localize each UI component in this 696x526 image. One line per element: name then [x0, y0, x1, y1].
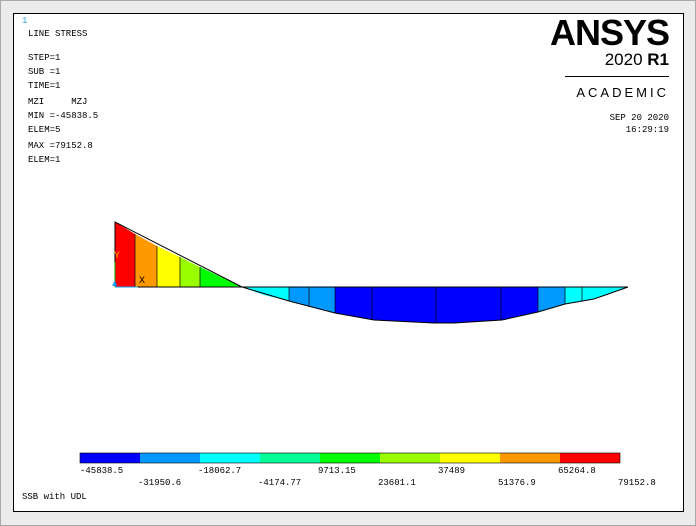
legend-label-top-5: 65264.8	[558, 466, 596, 476]
legend-label-bottom-3: 23601.1	[378, 478, 416, 488]
legend-label-top-1: -45838.5	[80, 466, 123, 476]
legend-label-bottom-2: -4174.77	[258, 478, 301, 488]
edition-label: ACADEMIC	[576, 85, 669, 100]
stress-band-orange	[135, 234, 157, 287]
time-label: TIME=1	[28, 81, 61, 91]
version-year: 2020	[604, 50, 643, 69]
min-label: MIN =-45838.5	[28, 111, 99, 121]
triad-y-label: Y	[114, 251, 120, 262]
step-label: STEP=1	[28, 53, 61, 63]
legend-band-7	[440, 453, 500, 463]
window-number: 1	[22, 16, 28, 26]
stress-diagram: Y X ▲ -45838.5 -18062.7 9713.15 37489 65…	[79, 221, 656, 488]
legend-label-top-4: 37489	[438, 466, 465, 476]
legend-band-4	[260, 453, 320, 463]
stress-band-blue	[335, 287, 538, 323]
min-elem-label: ELEM=5	[28, 125, 61, 135]
legend-band-8	[500, 453, 560, 463]
legend-band-5	[320, 453, 380, 463]
version-release: R1	[647, 50, 669, 69]
max-elem-label: ELEM=1	[28, 155, 61, 165]
ansys-logo: ANSYS	[549, 12, 670, 53]
model-title: SSB with UDL	[22, 492, 87, 502]
legend-border	[79, 452, 621, 464]
max-label: MAX =79152.8	[28, 141, 93, 151]
stress-band-lightblue-left	[289, 287, 335, 313]
legend-label-bottom-5: 79152.8	[618, 478, 656, 488]
stress-band-cyan-right	[565, 287, 628, 304]
substep-label: SUB =1	[28, 67, 61, 77]
plot-area[interactable]: 1 LINE STRESS STEP=1 SUB =1 TIME=1 MZI M…	[13, 12, 684, 512]
stress-band-yellowgreen	[180, 257, 200, 287]
legend-label-bottom-1: -31950.6	[138, 478, 181, 488]
stress-band-red	[115, 222, 135, 287]
date-label: SEP 20 2020	[609, 113, 669, 123]
legend-band-6	[380, 453, 440, 463]
timestamp: SEP 20 2020 16:29:19	[610, 112, 669, 136]
legend-band-9	[560, 453, 620, 463]
stress-band-yellow	[157, 246, 180, 287]
legend-band-2	[140, 453, 200, 463]
legend-band-3	[200, 453, 260, 463]
stress-outline-negative	[241, 286, 629, 324]
legend-label-top-3: 9713.15	[318, 466, 356, 476]
items-label: MZI MZJ	[28, 97, 88, 107]
time-label-clock: 16:29:19	[625, 125, 669, 135]
legend-label-top-2: -18062.7	[198, 466, 241, 476]
logo-divider	[565, 76, 669, 77]
legend-band-1	[80, 453, 140, 463]
plot-title: LINE STRESS	[28, 29, 88, 39]
triad-origin-marker: ▲	[112, 279, 118, 289]
version-label: 2020 R1	[605, 50, 669, 70]
triad-x-label: X	[139, 276, 145, 287]
legend-label-bottom-4: 51376.9	[498, 478, 536, 488]
contour-legend: -45838.5 -18062.7 9713.15 37489 65264.8 …	[79, 452, 656, 488]
